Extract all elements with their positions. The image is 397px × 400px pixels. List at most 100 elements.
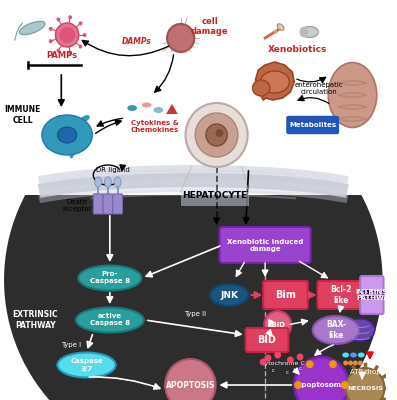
Text: c: c — [272, 368, 274, 372]
Circle shape — [165, 359, 216, 400]
Ellipse shape — [42, 115, 93, 155]
Circle shape — [297, 354, 303, 360]
Text: Type II: Type II — [184, 311, 206, 317]
Ellipse shape — [260, 71, 289, 93]
Circle shape — [294, 357, 349, 400]
Ellipse shape — [95, 177, 102, 187]
Circle shape — [358, 360, 362, 366]
Circle shape — [180, 375, 190, 385]
Text: APOPTOSIS: APOPTOSIS — [166, 380, 215, 390]
Circle shape — [329, 360, 337, 368]
Ellipse shape — [58, 352, 116, 378]
Circle shape — [79, 44, 83, 48]
Circle shape — [83, 33, 87, 37]
Circle shape — [187, 388, 197, 398]
Circle shape — [176, 381, 185, 391]
Ellipse shape — [79, 115, 90, 123]
Ellipse shape — [300, 26, 308, 38]
Text: Cytokines &
Chemokines: Cytokines & Chemokines — [130, 120, 179, 132]
Circle shape — [191, 387, 201, 397]
Circle shape — [287, 356, 294, 364]
Text: cell: cell — [201, 18, 218, 26]
Text: Cytochrome C: Cytochrome C — [260, 360, 305, 366]
Circle shape — [186, 372, 196, 382]
Ellipse shape — [277, 24, 284, 30]
Circle shape — [68, 15, 72, 19]
Text: ATP drop: ATP drop — [350, 369, 380, 375]
Text: Caspase
3/7: Caspase 3/7 — [70, 358, 103, 372]
Circle shape — [194, 378, 204, 388]
Ellipse shape — [58, 127, 77, 143]
Text: IMMUNE
CELL: IMMUNE CELL — [4, 105, 40, 125]
FancyBboxPatch shape — [93, 194, 103, 214]
Circle shape — [190, 372, 200, 382]
Circle shape — [49, 27, 53, 31]
Polygon shape — [255, 62, 294, 100]
Ellipse shape — [114, 177, 121, 187]
Text: Xenobiotics: Xenobiotics — [268, 46, 327, 54]
Ellipse shape — [350, 352, 357, 358]
Circle shape — [181, 386, 191, 396]
Ellipse shape — [346, 319, 375, 341]
Text: DAMPs: DAMPs — [122, 38, 152, 46]
Ellipse shape — [342, 352, 349, 358]
Circle shape — [177, 377, 187, 387]
Circle shape — [178, 384, 187, 394]
Text: damage: damage — [191, 28, 229, 36]
Circle shape — [56, 23, 79, 47]
Text: c: c — [299, 366, 302, 370]
Circle shape — [167, 24, 194, 52]
Circle shape — [260, 358, 266, 366]
Circle shape — [194, 374, 203, 384]
Text: INTRINSIC
PATHWAY: INTRINSIC PATHWAY — [355, 288, 395, 302]
Text: EXTRINSIC
PATHWAY: EXTRINSIC PATHWAY — [12, 310, 58, 330]
Text: HEPATOCYTE: HEPATOCYTE — [182, 190, 247, 200]
Text: Death
receptor: Death receptor — [62, 198, 92, 212]
Ellipse shape — [53, 115, 62, 123]
Circle shape — [185, 386, 194, 396]
Ellipse shape — [252, 80, 270, 96]
Text: Xenobiotic induced
damage: Xenobiotic induced damage — [227, 238, 303, 252]
Circle shape — [306, 360, 314, 368]
Circle shape — [353, 360, 358, 366]
Ellipse shape — [313, 316, 359, 344]
Circle shape — [185, 103, 248, 167]
FancyBboxPatch shape — [263, 281, 308, 309]
Ellipse shape — [76, 308, 144, 332]
Ellipse shape — [4, 95, 383, 400]
Ellipse shape — [154, 107, 163, 113]
Circle shape — [216, 129, 224, 137]
FancyBboxPatch shape — [103, 194, 113, 214]
Text: tBID: tBID — [269, 322, 286, 328]
Ellipse shape — [127, 105, 137, 111]
Text: JNK: JNK — [220, 290, 238, 300]
Text: c: c — [286, 370, 289, 374]
Circle shape — [341, 381, 349, 389]
Circle shape — [79, 22, 83, 26]
Ellipse shape — [274, 30, 278, 34]
Ellipse shape — [104, 177, 111, 187]
Ellipse shape — [210, 284, 249, 306]
Text: Pro-
Caspase 8: Pro- Caspase 8 — [90, 272, 130, 284]
FancyBboxPatch shape — [246, 328, 288, 352]
Circle shape — [195, 113, 238, 157]
Text: Bim: Bim — [275, 290, 296, 300]
Circle shape — [206, 124, 227, 146]
Circle shape — [183, 374, 193, 384]
Ellipse shape — [142, 102, 152, 108]
Circle shape — [194, 380, 204, 390]
Circle shape — [264, 311, 291, 339]
Circle shape — [274, 352, 281, 358]
Circle shape — [56, 18, 60, 22]
Text: Type I: Type I — [61, 342, 81, 348]
Text: DR ligand: DR ligand — [96, 167, 129, 173]
Text: BH3-only
proteins: BH3-only proteins — [358, 290, 386, 300]
FancyBboxPatch shape — [360, 276, 384, 314]
Text: Bcl-2
like: Bcl-2 like — [330, 285, 351, 305]
Circle shape — [294, 381, 302, 389]
Circle shape — [348, 360, 353, 366]
Text: active
Caspase 8: active Caspase 8 — [90, 314, 130, 326]
Text: BID: BID — [258, 335, 276, 345]
FancyBboxPatch shape — [1, 0, 386, 195]
Circle shape — [68, 51, 72, 55]
